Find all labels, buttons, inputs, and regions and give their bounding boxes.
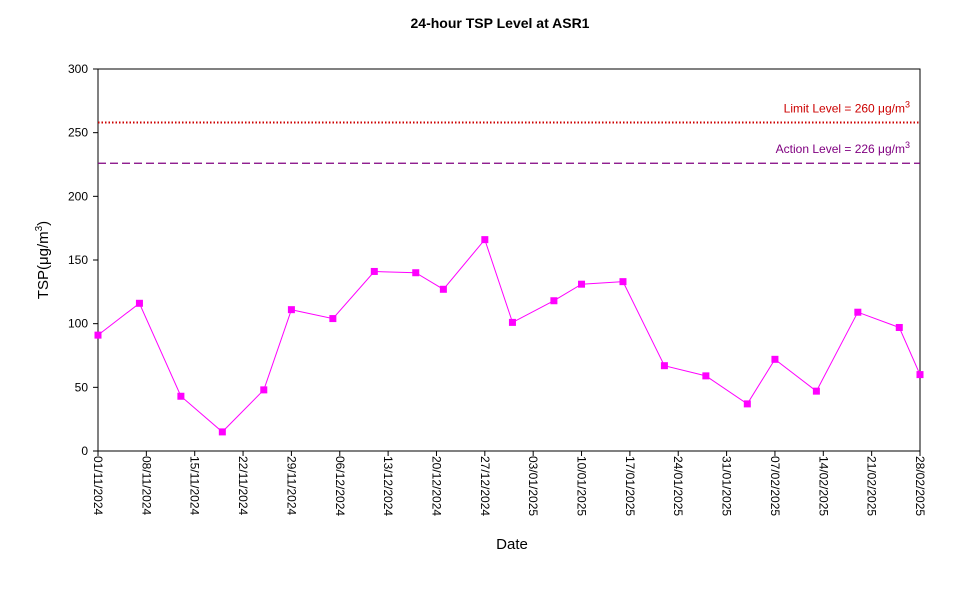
- y-tick-label: 150: [68, 253, 88, 267]
- reference-lines: Limit Level = 260 μg/m3 Action Level = 22…: [98, 99, 920, 164]
- data-point: [743, 400, 751, 408]
- plot-area: [97, 68, 921, 452]
- x-tick-label: 08/11/2024: [139, 456, 153, 515]
- y-tick-label: 0: [81, 444, 88, 458]
- y-tick-label: 50: [75, 380, 89, 394]
- data-point: [550, 297, 558, 305]
- x-tick-label: 21/02/2025: [865, 456, 879, 516]
- x-tick-label: 27/12/2024: [478, 456, 492, 516]
- data-point: [329, 315, 337, 323]
- data-point: [370, 267, 378, 275]
- x-tick-label: 07/02/2025: [768, 456, 782, 516]
- data-point: [619, 278, 627, 286]
- x-axis: 01/11/2024 08/11/2024 15/11/2024 22/11/2024…: [91, 451, 927, 516]
- y-tick-label: 100: [68, 317, 88, 331]
- x-tick-label: 13/12/2024: [381, 456, 395, 516]
- y-tick-label: 250: [68, 126, 88, 140]
- chart-title: 24-hour TSP Level at ASR1: [411, 15, 590, 31]
- data-point: [94, 331, 102, 339]
- data-point: [702, 372, 710, 380]
- x-tick-label: 17/01/2025: [623, 456, 637, 516]
- data-point: [916, 371, 924, 379]
- x-axis-label: Date: [496, 536, 528, 553]
- y-axis: 0 50 100 150 200 250 300: [68, 62, 98, 458]
- data-point: [481, 236, 489, 244]
- x-tick-label: 14/02/2025: [816, 456, 830, 516]
- data-point: [135, 299, 143, 307]
- series-layer: [94, 236, 924, 436]
- x-tick-label: 03/01/2025: [526, 456, 540, 516]
- x-tick-label: 15/11/2024: [188, 456, 202, 515]
- x-tick-label: 31/01/2025: [720, 456, 734, 516]
- y-axis-label: TSP(μg/m3): [34, 221, 52, 299]
- data-point: [578, 280, 586, 288]
- limit-level-label: Limit Level = 260 μg/m3: [784, 99, 910, 115]
- data-point: [412, 269, 420, 277]
- x-tick-label: 01/11/2024: [91, 456, 105, 515]
- data-point: [895, 323, 903, 331]
- data-point: [660, 362, 668, 370]
- x-tick-label: 28/02/2025: [913, 456, 927, 516]
- data-point: [177, 392, 185, 400]
- y-tick-label: 300: [68, 62, 88, 76]
- x-tick-label: 22/11/2024: [236, 456, 250, 515]
- x-tick-label: 24/01/2025: [671, 456, 685, 516]
- action-level-label: Action Level = 226 μg/m3: [776, 140, 910, 156]
- y-tick-label: 200: [68, 189, 88, 203]
- data-point: [812, 387, 820, 395]
- data-point: [854, 308, 862, 316]
- x-tick-label: 20/12/2024: [429, 456, 443, 516]
- data-point: [771, 355, 779, 363]
- data-point: [439, 285, 447, 293]
- data-point: [287, 306, 295, 314]
- x-tick-label: 06/12/2024: [333, 456, 347, 516]
- data-point: [508, 318, 516, 326]
- data-point: [218, 428, 226, 436]
- x-tick-label: 29/11/2024: [284, 456, 298, 515]
- data-point: [260, 386, 268, 394]
- x-tick-label: 10/01/2025: [575, 456, 589, 516]
